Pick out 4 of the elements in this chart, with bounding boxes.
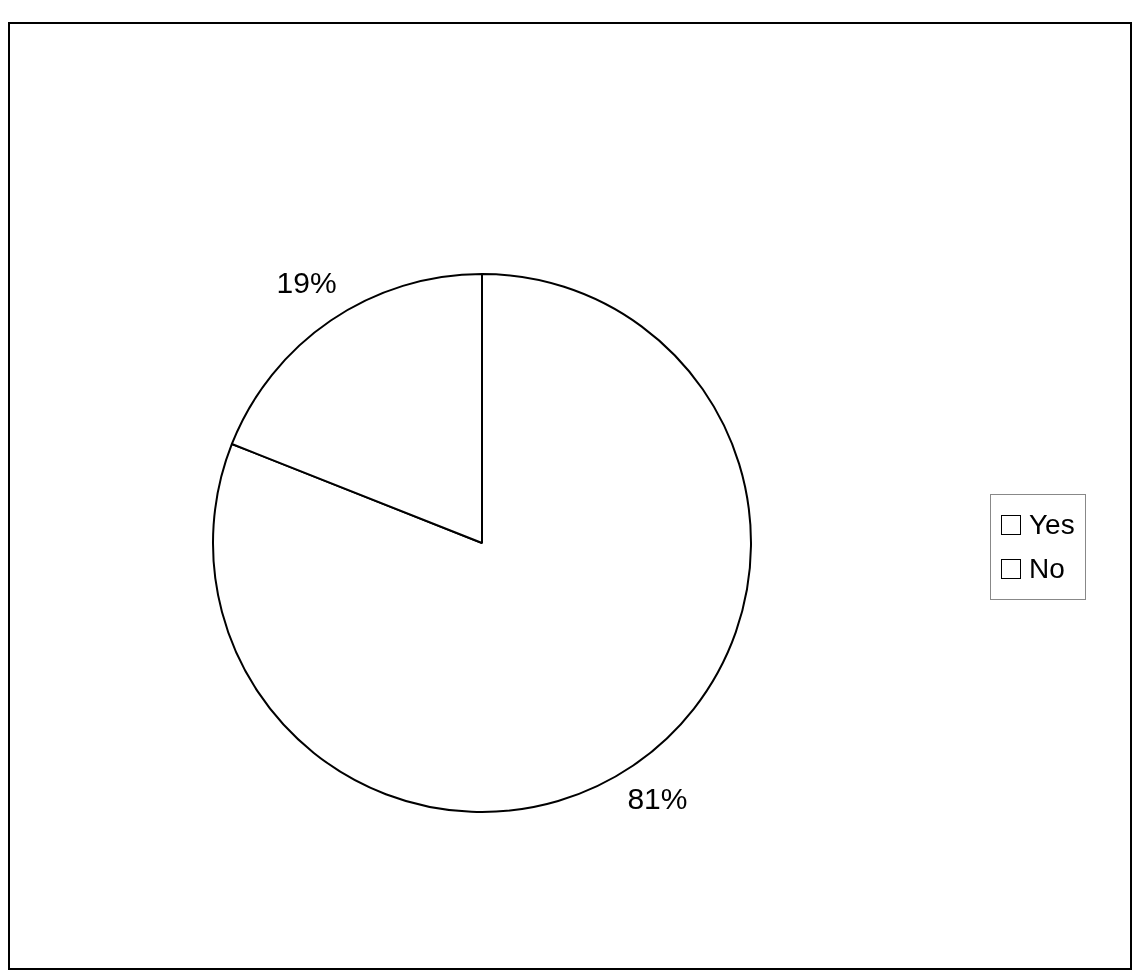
legend-label: Yes <box>1029 508 1075 542</box>
data-label: 19% <box>276 266 337 300</box>
data-label: 81% <box>627 782 688 816</box>
legend-label: No <box>1029 552 1065 586</box>
